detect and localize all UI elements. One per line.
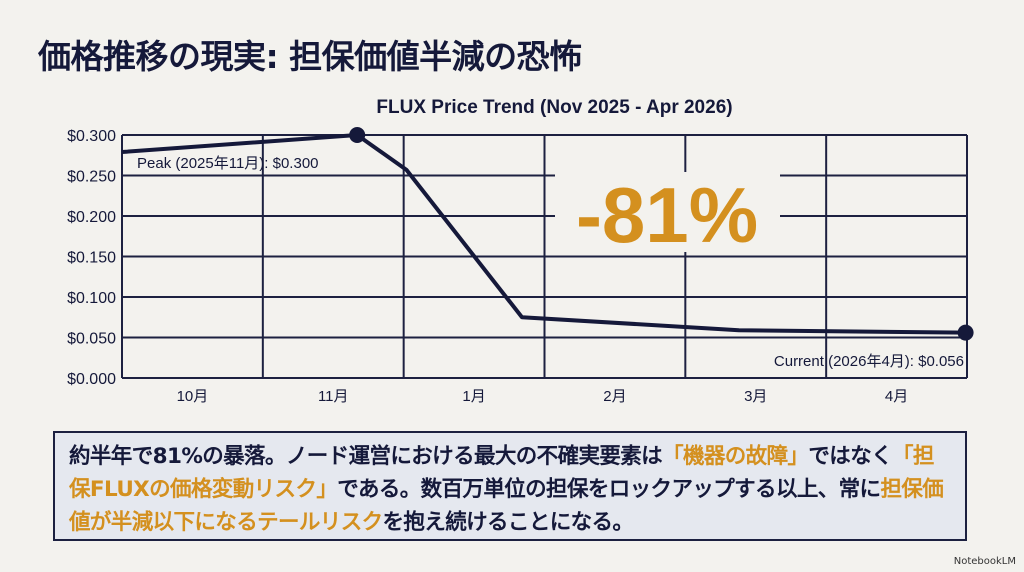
x-tick-label: 3月	[744, 388, 767, 405]
callout-text-2: ではなく	[808, 444, 892, 469]
data-point-marker	[957, 324, 974, 341]
callout-text-1: 約半年で81%の暴落。ノード運営における最大の不確実要素は	[69, 444, 663, 469]
y-tick-label: $0.250	[67, 169, 116, 186]
callout-highlight-2: 「担保FLUXの価格変動リスク」	[69, 444, 934, 502]
y-tick-label: $0.100	[67, 290, 116, 307]
page-title: 価格推移の現実: 担保価値半減の恐怖	[38, 37, 582, 76]
brand-label: NotebookLM	[953, 556, 1016, 567]
x-tick-label: 1月	[462, 388, 485, 405]
y-tick-label: $0.050	[67, 331, 116, 348]
callout-box: 約半年で81%の暴落。ノード運営における最大の不確実要素は「機器の故障」ではなく…	[53, 431, 967, 541]
current-annotation: Current (2026年4月): $0.056	[774, 353, 964, 370]
x-tick-label: 4月	[885, 388, 908, 405]
y-tick-label: $0.200	[67, 209, 116, 226]
x-tick-label: 11月	[318, 388, 349, 405]
x-tick-label: 10月	[177, 388, 209, 405]
y-tick-label: $0.000	[67, 371, 116, 388]
data-point-marker	[349, 127, 366, 143]
callout-text-4: を抱え続けることになる。	[382, 510, 634, 535]
callout-text-3: である。数百万単位の担保をロックアップする以上、常に	[337, 477, 881, 502]
callout-highlight-1: 「機器の故障」	[662, 444, 809, 469]
x-tick-label: 2月	[603, 388, 626, 405]
peak-annotation: Peak (2025年11月): $0.300	[137, 155, 319, 172]
drop-label-bg	[555, 172, 780, 252]
chart-title: FLUX Price Trend (Nov 2025 - Apr 2026)	[376, 97, 732, 118]
callout-highlight-3: 担保価値が半減以下になるテールリスク	[69, 477, 944, 535]
y-tick-label: $0.150	[67, 250, 116, 267]
callout-text: 約半年で81%の暴落。ノード運営における最大の不確実要素は「機器の故障」ではなく…	[55, 433, 965, 539]
price-line	[121, 133, 966, 335]
price-chart: FLUX Price Trend (Nov 2025 - Apr 2026) $0…	[67, 97, 974, 405]
drop-percentage-label: -81%	[576, 171, 758, 259]
y-tick-label: $0.300	[67, 128, 116, 145]
